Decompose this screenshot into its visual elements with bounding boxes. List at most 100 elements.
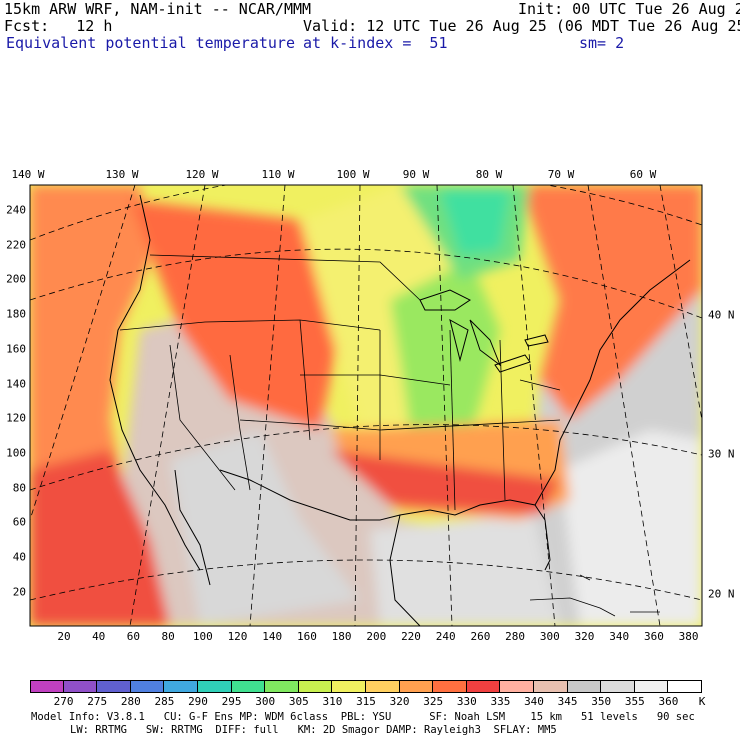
level-index: at k-index = 51 xyxy=(303,34,448,52)
y-tick-label: 160 xyxy=(6,342,26,356)
colorbar-swatch xyxy=(130,680,165,693)
great-lakes-green-field xyxy=(390,260,500,440)
longitude-label: 110 W xyxy=(261,168,295,181)
graticule xyxy=(30,185,702,626)
y-tick-label: 120 xyxy=(6,411,26,425)
atlantic-light-field xyxy=(560,430,702,626)
x-tick-label: 260 xyxy=(470,630,491,643)
latitude-label: 30 N xyxy=(708,447,735,461)
model-title: 15km ARW WRF, NAM-init -- NCAR/MMM xyxy=(4,0,312,18)
coastlines xyxy=(109,194,691,626)
colorbar-tick-label: 310 xyxy=(322,695,343,708)
colorbar-tick-label: 360 xyxy=(658,695,679,708)
y-tick-label: 200 xyxy=(6,272,26,286)
init-time: Init: 00 UTC Tue 26 Aug 25 xyxy=(518,0,740,18)
x-tick-label: 360 xyxy=(643,630,664,643)
colorbar-tick-label: 290 xyxy=(188,695,208,708)
caribbean-islands xyxy=(529,574,660,617)
longitude-label: 130 W xyxy=(105,168,139,181)
x-tick-label: 380 xyxy=(678,630,699,643)
colorbar-swatch xyxy=(63,680,98,693)
gulf-coast-red-field xyxy=(330,450,560,515)
colorbar-swatch xyxy=(433,680,467,693)
y-tick-label: 80 xyxy=(12,481,26,495)
colorbar-swatch xyxy=(366,680,400,693)
latitude-label: 20 N xyxy=(708,587,735,601)
colorbar-swatch xyxy=(30,680,64,693)
x-tick-label: 340 xyxy=(609,630,630,643)
longitude-label: 100 W xyxy=(336,168,370,181)
colorbar-swatch xyxy=(601,680,635,693)
map-frame xyxy=(29,184,703,627)
colorbar-swatch xyxy=(265,680,299,693)
y-tick-label: 140 xyxy=(6,377,26,390)
colorbar-tick-label: 300 xyxy=(255,695,276,708)
y-tick-label: 60 xyxy=(12,515,26,529)
colorbar-swatch xyxy=(500,680,534,693)
colorbar-swatch xyxy=(164,680,198,693)
colorbar-unit: K xyxy=(698,695,706,708)
colorbar-swatch xyxy=(668,680,702,693)
colorbar-swatch xyxy=(97,680,131,693)
valid-time: Valid: 12 UTC Tue 26 Aug 25 (06 MDT Tue … xyxy=(303,17,740,35)
colorbar-swatch xyxy=(231,680,266,693)
x-tick-label: 280 xyxy=(505,630,526,643)
hudson-teal-field xyxy=(440,190,510,255)
x-tick-label: 20 xyxy=(57,630,71,643)
colorbar-tick-label: 295 xyxy=(221,695,242,708)
model-info-line2: LW: RRTMG SW: RRTMG DIFF: full KM: 2D Sm… xyxy=(70,724,557,736)
y-tick-label: 240 xyxy=(6,203,26,217)
northeast-warm-field xyxy=(520,185,702,420)
colorbar-tick-label: 280 xyxy=(120,695,141,708)
rockies-warm-field xyxy=(130,200,340,430)
y-tick-label: 180 xyxy=(6,307,26,321)
x-tick-label: 80 xyxy=(161,630,175,643)
longitude-label: 80 W xyxy=(475,168,503,181)
colorbar-tick-label: 335 xyxy=(490,695,511,708)
southwest-dry-field xyxy=(170,430,360,626)
x-tick-label: 160 xyxy=(296,630,317,643)
latitude-label: 40 N xyxy=(708,308,735,322)
colorbar-tick-label: 275 xyxy=(87,695,108,708)
colorbar-tick-label: 315 xyxy=(356,695,376,708)
great-lakes xyxy=(419,289,549,373)
longitude-label: 70 W xyxy=(547,168,575,181)
x-tick-label: 320 xyxy=(574,630,595,643)
colorbar-tick-label: 330 xyxy=(456,695,477,708)
y-tick-label: 100 xyxy=(6,446,26,460)
x-tick-label: 180 xyxy=(331,630,352,643)
y-tick-label: 220 xyxy=(6,238,26,252)
longitude-label: 140 W xyxy=(11,168,45,181)
colorbar-swatch xyxy=(634,680,669,693)
colorbar-swatch xyxy=(399,680,434,693)
colorbar-tick-label: 345 xyxy=(557,695,578,708)
colorbar-swatch xyxy=(198,680,232,693)
y-tick-label: 20 xyxy=(12,585,26,599)
x-tick-label: 240 xyxy=(435,630,456,643)
longitude-label: 60 W xyxy=(629,168,657,181)
smoothing: sm= 2 xyxy=(579,34,625,52)
model-info-line1: Model Info: V3.8.1 CU: G-F Ens MP: WDM 6… xyxy=(31,711,695,723)
colorbar-tick-label: 305 xyxy=(288,695,309,708)
colorbar-tick-label: 320 xyxy=(389,695,410,708)
longitude-label: 90 W xyxy=(402,168,430,181)
x-tick-label: 120 xyxy=(227,630,248,643)
colorbar-swatch xyxy=(567,680,602,693)
x-tick-label: 140 xyxy=(262,630,283,643)
colorbar-swatch xyxy=(332,680,366,693)
x-tick-label: 100 xyxy=(192,630,213,643)
state-borders xyxy=(119,254,561,511)
x-tick-label: 60 xyxy=(126,630,141,643)
longitude-label: 120 W xyxy=(185,168,219,181)
mexico-coast-red-field xyxy=(30,450,170,626)
forecast-hour: Fcst: 12 h xyxy=(4,17,113,35)
colorbar-tick-label: 355 xyxy=(624,695,645,708)
colorbar-swatch xyxy=(466,680,501,693)
colorbar-tick-label: 340 xyxy=(524,695,544,708)
colorbar-swatch xyxy=(298,680,333,693)
colorbar-swatch xyxy=(534,680,568,693)
colorbar-tick-label: 285 xyxy=(154,695,175,708)
colorbar-tick-label: 325 xyxy=(423,695,444,708)
x-tick-label: 300 xyxy=(539,630,560,643)
